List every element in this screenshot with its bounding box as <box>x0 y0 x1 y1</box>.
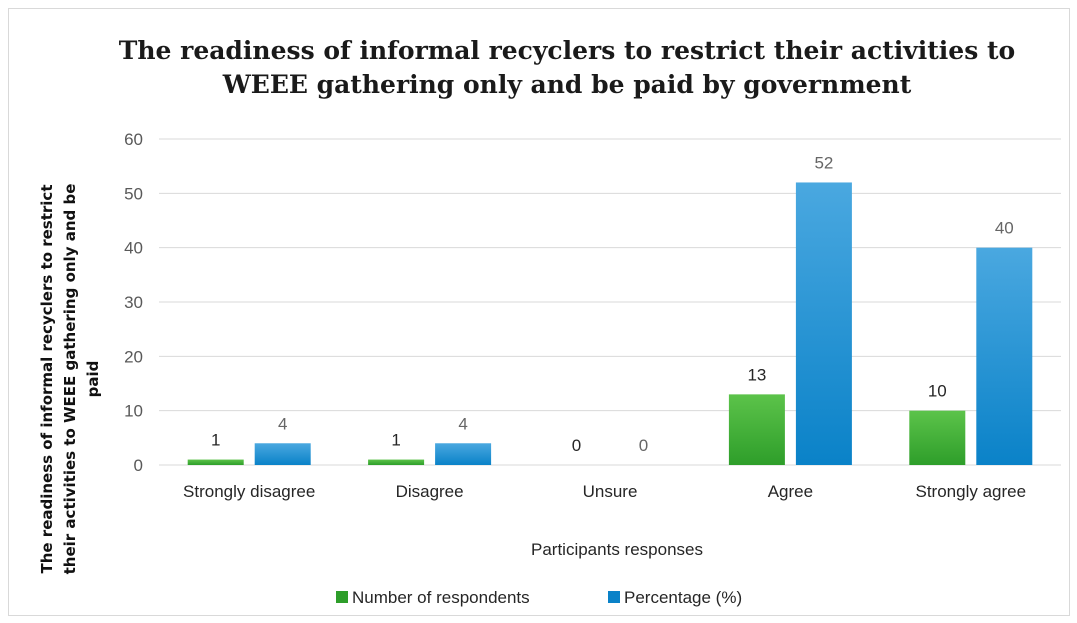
data-label: 1 <box>211 431 220 450</box>
chart-title-line-2: WEEE gathering only and be paid by gover… <box>222 70 912 99</box>
data-label: 10 <box>928 382 947 401</box>
gridlines <box>159 138 1061 466</box>
y-axis-label-line-3: paid <box>84 361 102 398</box>
x-axis-label: Participants responses <box>531 540 703 559</box>
category-label: Disagree <box>396 482 464 501</box>
bar-percentage <box>254 443 311 465</box>
data-label: 13 <box>747 365 766 384</box>
bars <box>187 182 1033 465</box>
legend: Number of respondents Percentage (%) <box>336 588 742 607</box>
category-label: Unsure <box>583 482 638 501</box>
category-label: Strongly disagree <box>183 482 315 501</box>
category-labels: Strongly disagree Disagree Unsure Agree Stro… <box>183 482 1026 501</box>
bar-number-of-respondents <box>728 394 785 465</box>
bar-number-of-respondents <box>909 410 966 465</box>
data-label: 1 <box>391 431 400 450</box>
bar-number-of-respondents <box>187 459 244 465</box>
y-tick-label: 10 <box>124 402 143 421</box>
bar-percentage <box>795 182 852 465</box>
y-axis-label-line-2: their activities to WEEE gathering only … <box>61 184 79 575</box>
bar-chart: The readiness of informal recyclers to r… <box>38 36 1061 607</box>
y-tick-labels: 0 10 20 30 40 50 60 <box>124 130 143 475</box>
y-tick-label: 40 <box>124 239 143 258</box>
y-axis-label-line-1: The readiness of informal recyclers to r… <box>38 185 56 574</box>
data-label: 0 <box>572 436 581 455</box>
data-label: 4 <box>458 414 467 433</box>
data-label: 40 <box>995 219 1014 238</box>
bar-percentage <box>435 443 492 465</box>
chart-title-line-1: The readiness of informal recyclers to r… <box>119 36 1015 65</box>
data-label: 0 <box>639 436 648 455</box>
chart-frame: The readiness of informal recyclers to r… <box>8 8 1070 616</box>
y-tick-label: 60 <box>124 130 143 149</box>
data-label: 52 <box>814 153 833 172</box>
bar-percentage <box>976 247 1033 465</box>
y-tick-label: 0 <box>134 456 143 475</box>
category-label: Strongly agree <box>916 482 1027 501</box>
y-tick-label: 30 <box>124 293 143 312</box>
category-label: Agree <box>768 482 813 501</box>
legend-swatch-percentage <box>608 591 620 603</box>
y-tick-label: 20 <box>124 347 143 366</box>
data-label: 4 <box>278 414 287 433</box>
y-tick-label: 50 <box>124 184 143 203</box>
bar-number-of-respondents <box>368 459 425 465</box>
legend-label-percentage: Percentage (%) <box>624 588 742 607</box>
legend-label-number-of-respondents: Number of respondents <box>352 588 530 607</box>
legend-swatch-number-of-respondents <box>336 591 348 603</box>
